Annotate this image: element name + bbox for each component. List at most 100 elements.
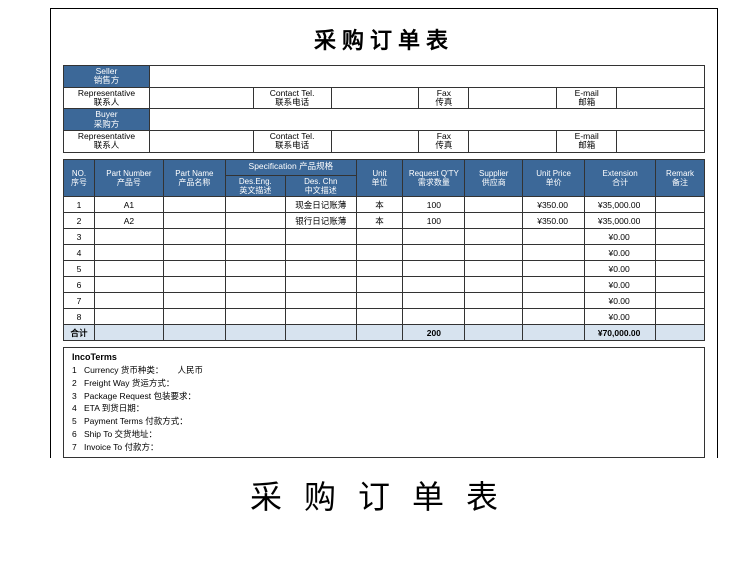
cell-supplier <box>465 229 523 245</box>
incoterm-label: Freight Way 货运方式： <box>84 378 174 388</box>
cell-deseng <box>225 229 285 245</box>
purchase-order-page: 采购订单表 Seller 销售方 Representative 联系人 Cont… <box>50 8 718 458</box>
cell-deseng <box>225 197 285 213</box>
buyer-info-block: Buyer 采购方 Representative 联系人 Contact Tel… <box>63 108 705 152</box>
incoterm-no: 6 <box>72 428 77 441</box>
cell-ext: ¥35,000.00 <box>585 197 656 213</box>
cell-ext: ¥0.00 <box>585 309 656 325</box>
cell-price: ¥350.00 <box>523 213 585 229</box>
cell-no: 2 <box>64 213 95 229</box>
incoterm-label: Invoice To 付款方： <box>84 442 158 452</box>
contact2-label: Contact Tel.联系电话 <box>254 131 332 152</box>
cell-deseng <box>225 213 285 229</box>
cell-price <box>523 309 585 325</box>
incoterm-line: 4ETA 到货日期： <box>70 402 698 415</box>
cell-qty <box>403 261 465 277</box>
cell-qty <box>403 293 465 309</box>
cell-qty <box>403 277 465 293</box>
cell-qty <box>403 245 465 261</box>
cell-pname <box>163 197 225 213</box>
cell-price: ¥350.00 <box>523 197 585 213</box>
table-row: 5 ¥0.00 <box>64 261 705 277</box>
total-label: 合计 <box>64 325 95 341</box>
cell-no: 5 <box>64 261 95 277</box>
total-qty: 200 <box>403 325 465 341</box>
contact2-value <box>332 131 420 152</box>
cell-pn: A2 <box>95 213 164 229</box>
cell-pname <box>163 309 225 325</box>
incoterms-block: IncoTerms 1Currency 货币种类： 人民币2Freight Wa… <box>63 347 705 458</box>
cell-price <box>523 277 585 293</box>
cell-no: 1 <box>64 197 95 213</box>
table-row: 1A1现金日记账薄本100¥350.00¥35,000.00 <box>64 197 705 213</box>
cell-pname <box>163 213 225 229</box>
fax2-value <box>469 131 557 152</box>
cell-remark <box>656 277 705 293</box>
cell-ext: ¥0.00 <box>585 293 656 309</box>
cell-pn <box>95 293 164 309</box>
cell-unit: 本 <box>356 197 403 213</box>
incoterms-title: IncoTerms <box>72 352 698 362</box>
cell-deschn <box>285 229 356 245</box>
cell-no: 4 <box>64 245 95 261</box>
page-title-2: 采购订单表 <box>0 472 750 518</box>
cell-unit <box>356 309 403 325</box>
page-title: 采购订单表 <box>63 23 705 55</box>
table-row: 4 ¥0.00 <box>64 245 705 261</box>
cell-supplier <box>465 245 523 261</box>
incoterm-line: 5Payment Terms 付款方式： <box>70 415 698 428</box>
email2-value <box>617 131 704 152</box>
cell-pn <box>95 229 164 245</box>
incoterm-no: 2 <box>72 377 77 390</box>
rep-label: Representative 联系人 <box>64 88 150 109</box>
rep2-label: Representative 联系人 <box>64 131 150 152</box>
cell-unit <box>356 229 403 245</box>
incoterm-label: Ship To 交货地址： <box>84 429 157 439</box>
cell-remark <box>656 293 705 309</box>
cell-supplier <box>465 293 523 309</box>
cell-remark <box>656 197 705 213</box>
incoterm-label: Currency 货币种类： <box>84 365 163 375</box>
email2-label: E-mail邮箱 <box>557 131 617 152</box>
cell-pn <box>95 309 164 325</box>
cell-pname <box>163 261 225 277</box>
cell-supplier <box>465 261 523 277</box>
table-row: 6¥0.00 <box>64 277 705 293</box>
rep-value <box>150 88 254 109</box>
cell-deschn <box>285 261 356 277</box>
rep2-value <box>150 131 254 152</box>
incoterm-no: 4 <box>72 402 77 415</box>
table-row: 2A2银行日记账薄本100¥350.00¥35,000.00 <box>64 213 705 229</box>
total-ext: ¥70,000.00 <box>585 325 656 341</box>
cell-remark <box>656 309 705 325</box>
rep-cn: 联系人 <box>94 98 120 107</box>
cell-ext: ¥0.00 <box>585 245 656 261</box>
cell-price <box>523 261 585 277</box>
cell-price <box>523 229 585 245</box>
cell-ext: ¥0.00 <box>585 261 656 277</box>
cell-price <box>523 293 585 309</box>
cell-supplier <box>465 277 523 293</box>
incoterm-line: 6 Ship To 交货地址： <box>70 428 698 441</box>
cell-ext: ¥0.00 <box>585 277 656 293</box>
cell-supplier <box>465 213 523 229</box>
buyer-value <box>150 109 704 130</box>
email-label: E-mail邮箱 <box>557 88 617 109</box>
seller-cn: 销售方 <box>94 76 120 85</box>
cell-remark <box>656 261 705 277</box>
cell-unit <box>356 245 403 261</box>
table-row: 8 ¥0.00 <box>64 309 705 325</box>
cell-unit <box>356 261 403 277</box>
table-head: NO.序号 Part Number产品号 Part Name产品名称 Speci… <box>64 159 705 196</box>
cell-deschn <box>285 293 356 309</box>
cell-supplier <box>465 197 523 213</box>
cell-remark <box>656 229 705 245</box>
cell-deseng <box>225 293 285 309</box>
cell-deschn: 银行日记账薄 <box>285 213 356 229</box>
cell-no: 8 <box>64 309 95 325</box>
seller-value <box>150 66 704 87</box>
seller-info-block: Seller 销售方 Representative 联系人 Contact Te… <box>63 65 705 109</box>
cell-deseng <box>225 277 285 293</box>
total-row: 合计 200 ¥70,000.00 <box>64 325 705 341</box>
cell-price <box>523 245 585 261</box>
